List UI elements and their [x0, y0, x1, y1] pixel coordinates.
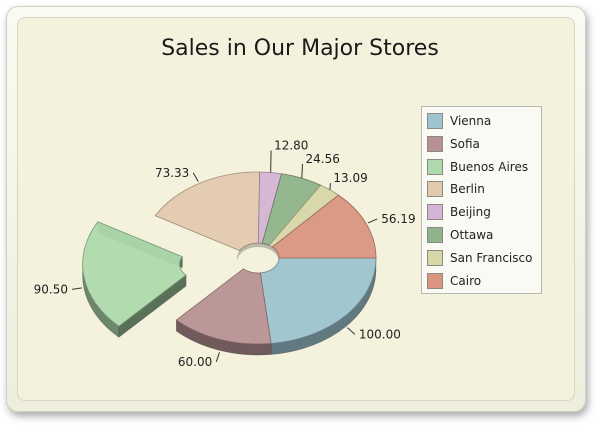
pie-slice-buenos-aires — [82, 221, 187, 327]
legend-label: Vienna — [450, 114, 492, 128]
legend-item-beijing: Beijing — [427, 202, 542, 222]
legend-item-sofia: Sofia — [427, 134, 542, 154]
legend-swatch — [427, 227, 443, 243]
value-label-ottawa: 24.56 — [306, 152, 340, 166]
legend-item-cairo: Cairo — [427, 271, 542, 291]
legend-item-ottawa: Ottawa — [427, 225, 542, 245]
leader-line-ottawa — [301, 163, 304, 179]
pie-slice-sofia — [175, 268, 272, 345]
legend-label: Cairo — [450, 273, 482, 288]
legend-swatch — [427, 113, 443, 129]
legend-item-san-francisco: San Francisco — [427, 248, 542, 268]
value-label-san-francisco: 13.09 — [333, 171, 367, 185]
leader-line-cairo — [367, 218, 378, 224]
legend-label: Beijing — [450, 205, 491, 220]
legend-label: Ottawa — [450, 228, 494, 242]
leader-line-san-francisco — [329, 183, 331, 190]
legend-swatch — [427, 135, 443, 152]
legend-swatch — [427, 204, 443, 221]
legend-swatch — [427, 249, 443, 266]
leader-line-vienna — [347, 327, 356, 335]
pie-slice-berlin — [154, 171, 261, 252]
leader-line-buenos-aires — [71, 287, 82, 290]
value-label-sofia: 60.00 — [178, 355, 212, 369]
legend-label: Berlin — [450, 182, 485, 197]
value-label-buenos-aires: 90.50 — [34, 282, 68, 296]
legend-label: Sofia — [450, 136, 480, 151]
legend-label: San Francisco — [450, 250, 533, 265]
value-label-cairo: 56.19 — [381, 212, 415, 226]
legend-item-berlin: Berlin — [427, 179, 542, 199]
value-label-berlin: 73.33 — [155, 166, 189, 180]
legend-label: Buenos Aires — [450, 159, 529, 174]
legend-swatch — [427, 272, 443, 289]
chart-legend: Vienna Sofia Buenos Aires Berlin Beijing Otta… — [421, 106, 542, 294]
pie-slice-cairo — [271, 194, 377, 259]
legend-swatch — [427, 181, 443, 198]
value-label-vienna: 100.00 — [359, 327, 401, 341]
legend-swatch — [427, 158, 443, 175]
doughnut-hole-wall — [237, 243, 279, 262]
legend-item-vienna: Vienna — [427, 111, 542, 131]
pie-slice-vienna — [259, 257, 377, 344]
leader-line-sofia — [215, 352, 220, 362]
chart-title: Sales in Our Major Stores — [161, 36, 439, 61]
legend-item-buenos-aires: Buenos Aires — [427, 157, 542, 177]
value-label-beijing: 12.80 — [274, 138, 308, 152]
leader-line-berlin — [192, 172, 199, 182]
